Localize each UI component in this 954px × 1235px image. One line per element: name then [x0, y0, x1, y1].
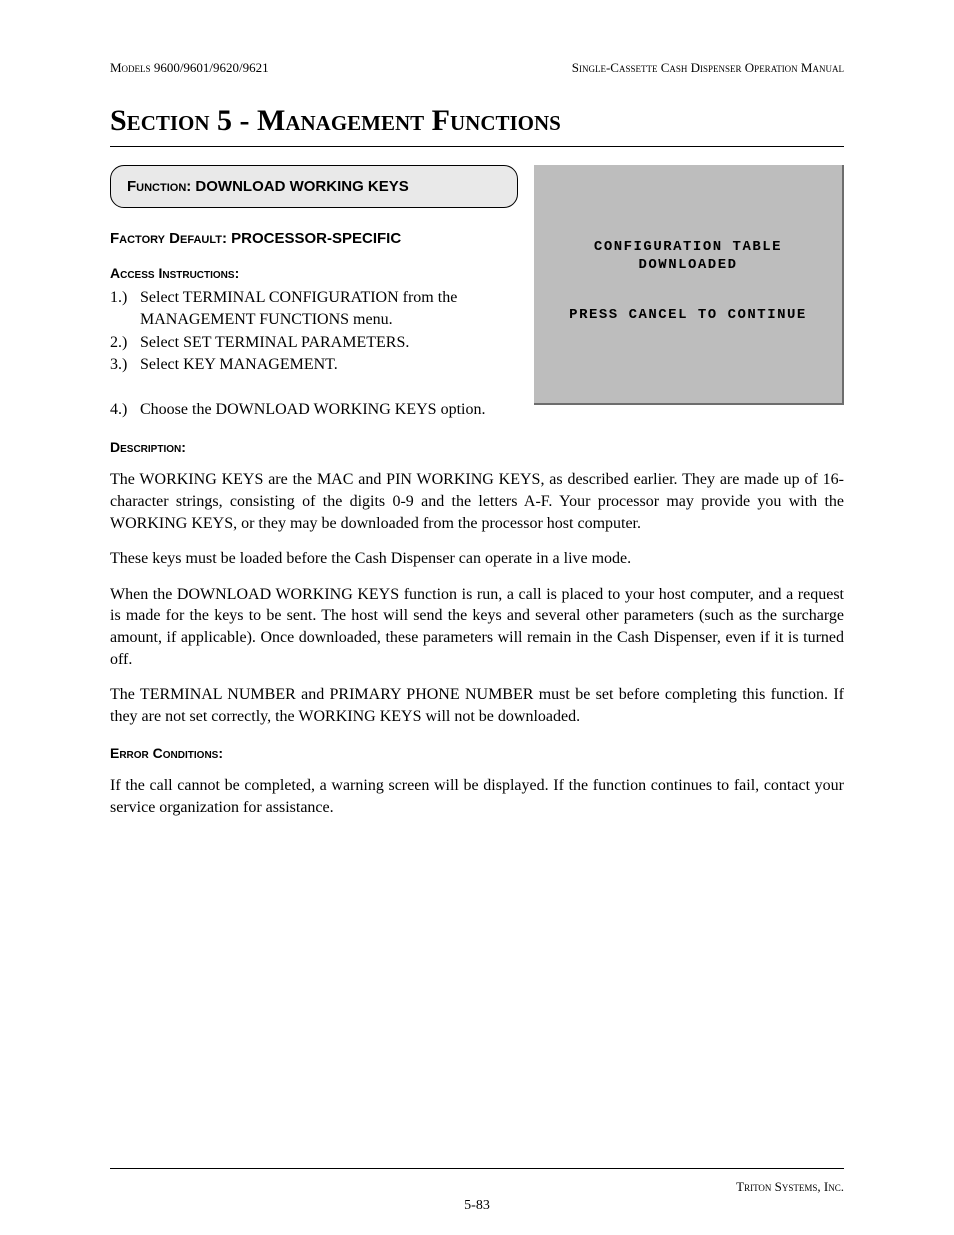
function-label: Function:	[127, 178, 191, 195]
title-rule	[110, 146, 844, 147]
instruction-number: 2.)	[110, 332, 140, 354]
top-block: Function: DOWNLOAD WORKING KEYS Factory …	[110, 165, 844, 405]
instruction-item: 1.) Select TERMINAL CONFIGURATION from t…	[110, 287, 518, 332]
section-title: Section 5 - Management Functions	[110, 104, 844, 138]
instruction-item: 4.) Choose the DOWNLOAD WORKING KEYS opt…	[110, 399, 844, 421]
description-paragraph: These keys must be loaded before the Cas…	[110, 548, 844, 570]
header-left: Models 9600/9601/9620/9621	[110, 60, 269, 76]
access-instructions-label: Access Instructions:	[110, 265, 518, 281]
instruction-text: Select TERMINAL CONFIGURATION from the M…	[140, 287, 518, 332]
factory-default-line: Factory Default: PROCESSOR-SPECIFIC	[110, 230, 518, 247]
instruction-text: Choose the DOWNLOAD WORKING KEYS option.	[140, 399, 844, 421]
instruction-number: 4.)	[110, 399, 140, 421]
instruction-number: 3.)	[110, 354, 140, 376]
header-right: Single-Cassette Cash Dispenser Operation…	[572, 60, 844, 76]
instruction-item: 3.) Select KEY MANAGEMENT.	[110, 354, 518, 376]
footer-company: Triton Systems, Inc.	[736, 1179, 844, 1195]
terminal-screen: CONFIGURATION TABLE DOWNLOADED PRESS CAN…	[534, 165, 844, 405]
footer-page-number: 5-83	[110, 1198, 844, 1214]
left-column: Function: DOWNLOAD WORKING KEYS Factory …	[110, 165, 518, 387]
instruction-text: Select KEY MANAGEMENT.	[140, 354, 518, 376]
function-name: DOWNLOAD WORKING KEYS	[191, 178, 409, 195]
header-models-value: 9600/9601/9620/9621	[151, 60, 269, 75]
description-paragraph: The TERMINAL NUMBER and PRIMARY PHONE NU…	[110, 684, 844, 727]
factory-default-label: Factory Default:	[110, 230, 227, 247]
instruction-text: Select SET TERMINAL PARAMETERS.	[140, 332, 518, 354]
instruction-list-cont: 4.) Choose the DOWNLOAD WORKING KEYS opt…	[110, 399, 844, 421]
error-conditions-text: If the call cannot be completed, a warni…	[110, 775, 844, 818]
screen-line: CONFIGURATION TABLE	[534, 239, 842, 255]
factory-default-value: PROCESSOR-SPECIFIC	[227, 230, 401, 247]
description-label: Description:	[110, 439, 844, 455]
screen-line: DOWNLOADED	[534, 257, 842, 273]
page-header: Models 9600/9601/9620/9621 Single-Casset…	[110, 60, 844, 76]
description-paragraph: The WORKING KEYS are the MAC and PIN WOR…	[110, 469, 844, 534]
footer-row: Triton Systems, Inc.	[110, 1179, 844, 1195]
screen-gap	[534, 275, 842, 305]
footer-rule	[110, 1168, 844, 1169]
description-paragraph: When the DOWNLOAD WORKING KEYS function …	[110, 584, 844, 670]
error-conditions-label: Error Conditions:	[110, 745, 844, 761]
instruction-number: 1.)	[110, 287, 140, 332]
instruction-item: 2.) Select SET TERMINAL PARAMETERS.	[110, 332, 518, 354]
instruction-list: 1.) Select TERMINAL CONFIGURATION from t…	[110, 287, 518, 377]
screen-line: PRESS CANCEL TO CONTINUE	[534, 307, 842, 323]
function-box: Function: DOWNLOAD WORKING KEYS	[110, 165, 518, 208]
header-models-label: Models	[110, 60, 151, 75]
page-footer: Triton Systems, Inc. 5-83	[110, 1160, 844, 1195]
page: Models 9600/9601/9620/9621 Single-Casset…	[0, 0, 954, 1235]
